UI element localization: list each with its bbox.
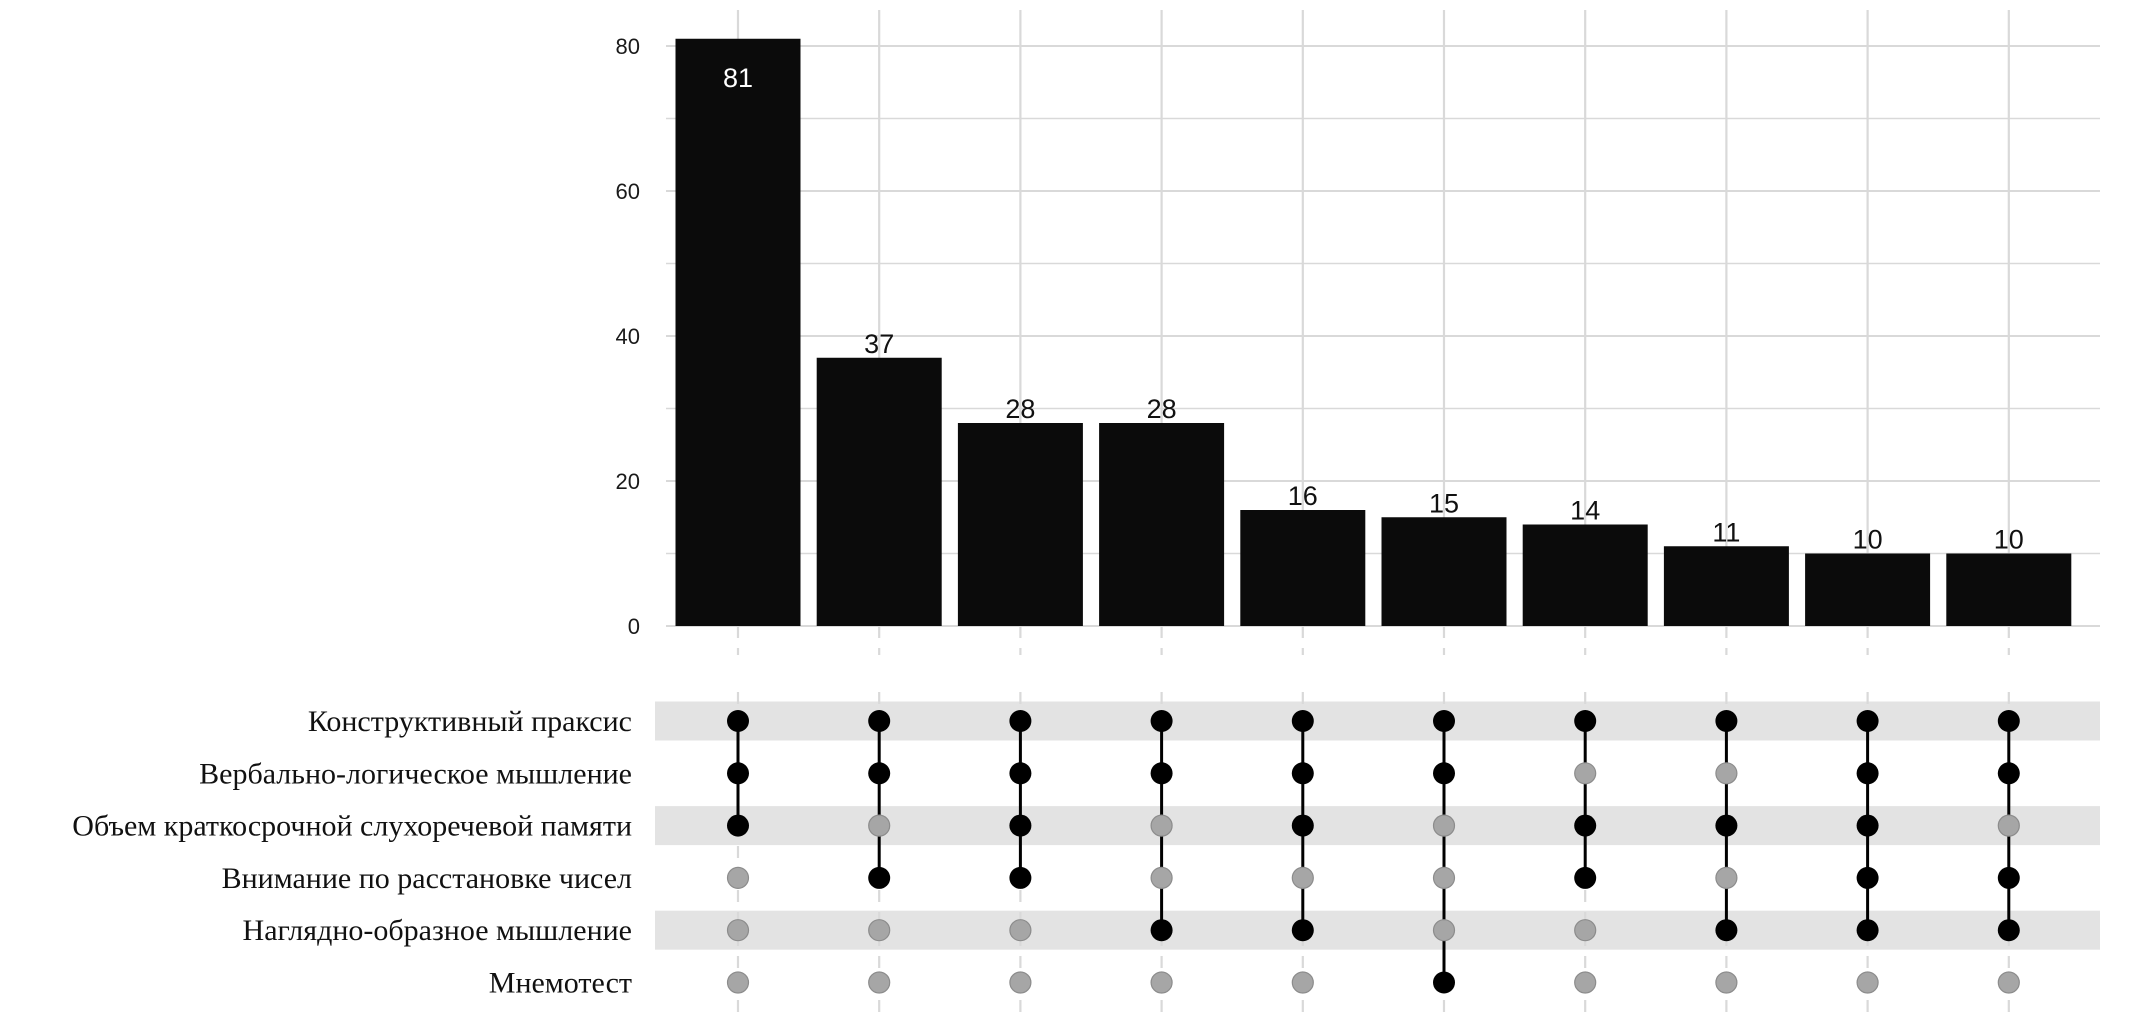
y-tick-label: 40	[616, 324, 640, 349]
bar	[1663, 546, 1789, 626]
bar	[1805, 553, 1931, 626]
y-tick-label: 80	[616, 34, 640, 59]
matrix-dot-inactive	[726, 971, 750, 994]
set-label: Внимание по расстановке чисел	[222, 862, 632, 895]
matrix-dot-active	[1574, 866, 1597, 889]
set-label: Вербально-логическое мышление	[199, 757, 632, 790]
bar	[1381, 517, 1507, 626]
matrix-dot-inactive	[1432, 919, 1456, 942]
matrix-dot-active	[1856, 814, 1879, 837]
bar	[816, 357, 942, 626]
y-axis: 0 20 40 60 80	[616, 34, 640, 639]
y-tick-label: 0	[628, 614, 640, 639]
matrix-dot-inactive	[1856, 971, 1879, 994]
bar-value-label: 10	[1853, 525, 1883, 555]
matrix-dot-inactive	[1432, 866, 1456, 890]
matrix-dot-inactive	[1150, 866, 1173, 890]
matrix-dot-active	[1997, 762, 2020, 785]
set-label: Объем краткосрочной слухоречевой памяти	[72, 810, 632, 843]
matrix-dot-inactive	[868, 814, 891, 837]
bar-value-label: 37	[864, 329, 894, 359]
bar	[1099, 423, 1225, 626]
matrix-dot-active	[1009, 814, 1032, 837]
matrix-dot-active	[727, 710, 749, 732]
matrix-dot-inactive	[1715, 762, 1738, 785]
bar-value-label: 10	[1994, 525, 2024, 555]
matrix-dot-inactive	[1997, 971, 2020, 994]
set-label: Мнемотест	[489, 967, 632, 1000]
matrix-dot-inactive	[1715, 971, 1738, 994]
matrix-dot-active	[1150, 762, 1173, 785]
bar-value-label: 16	[1288, 481, 1318, 511]
matrix-dot-active	[1433, 762, 1455, 785]
bar-value-label: 28	[1147, 394, 1177, 424]
matrix-dot-inactive	[1715, 866, 1738, 890]
bar	[675, 38, 801, 626]
matrix-dot-active	[1291, 710, 1314, 732]
bar	[1522, 524, 1648, 626]
matrix-dot-active	[1715, 710, 1738, 732]
matrix-dot-active	[1009, 866, 1032, 889]
bar	[957, 423, 1083, 626]
matrix-dot-active	[1997, 919, 2020, 942]
matrix-dot-active	[1150, 710, 1173, 732]
matrix-dot-inactive	[1432, 814, 1456, 837]
matrix-dot-active	[1715, 919, 1738, 942]
matrix-dot-inactive	[868, 971, 891, 994]
matrix-dot-inactive	[726, 919, 750, 942]
matrix-dot-active	[727, 814, 749, 837]
matrix-dot-inactive	[1574, 762, 1597, 785]
matrix-dot-active	[1997, 866, 2020, 889]
matrix-dot-active	[1433, 971, 1455, 994]
matrix-dot-active	[1291, 814, 1314, 837]
bar-value-label: 15	[1429, 488, 1459, 518]
bar-value-label: 81	[723, 63, 753, 93]
bar-labels: 81 37 28 28 16 15 14 11 10 10	[723, 63, 2024, 555]
matrix-dot-inactive	[1291, 866, 1314, 890]
matrix-dot-active	[1574, 710, 1597, 732]
matrix-dot-active	[1009, 710, 1032, 732]
matrix-dot-active	[1715, 814, 1738, 837]
matrix-dot-active	[1291, 919, 1314, 942]
matrix-dot-active	[1291, 762, 1314, 785]
bar-value-label: 11	[1712, 517, 1740, 547]
matrix-dot-active	[1433, 710, 1455, 732]
matrix-dot-active	[1574, 814, 1597, 837]
matrix-dot-inactive	[1574, 919, 1597, 942]
matrix-dot-inactive	[1574, 971, 1597, 994]
matrix-dot-inactive	[1150, 971, 1173, 994]
matrix-dot-inactive	[1997, 814, 2020, 837]
set-labels: Конструктивный праксис Вербально-логическ…	[72, 705, 632, 1000]
matrix-dot-active	[1009, 762, 1032, 785]
bars	[675, 38, 2072, 626]
matrix-dot-inactive	[1009, 919, 1032, 942]
y-tick-label: 20	[616, 469, 640, 494]
matrix-dot-inactive	[1009, 971, 1032, 994]
matrix-dot-active	[1150, 919, 1173, 942]
bar	[1946, 553, 2072, 626]
intersection-matrix	[726, 710, 2020, 994]
matrix-dot-inactive	[726, 866, 750, 890]
matrix-dot-active	[868, 762, 891, 785]
bar-value-label: 14	[1570, 496, 1600, 526]
matrix-dot-active	[727, 762, 749, 785]
matrix-dot-inactive	[868, 919, 891, 942]
matrix-dot-inactive	[1291, 971, 1314, 994]
matrix-dot-active	[868, 866, 891, 889]
bar	[1240, 510, 1366, 626]
matrix-dot-inactive	[1150, 814, 1173, 837]
matrix-dot-active	[868, 710, 891, 732]
matrix-dot-active	[1997, 710, 2020, 732]
matrix-dot-active	[1856, 762, 1879, 785]
bar-value-label: 28	[1005, 394, 1035, 424]
matrix-dot-active	[1856, 919, 1879, 942]
matrix-dot-active	[1856, 710, 1879, 732]
set-label: Наглядно-образное мышление	[243, 914, 632, 947]
matrix-dot-active	[1856, 866, 1879, 889]
y-tick-label: 60	[616, 179, 640, 204]
set-label: Конструктивный праксис	[308, 705, 632, 738]
